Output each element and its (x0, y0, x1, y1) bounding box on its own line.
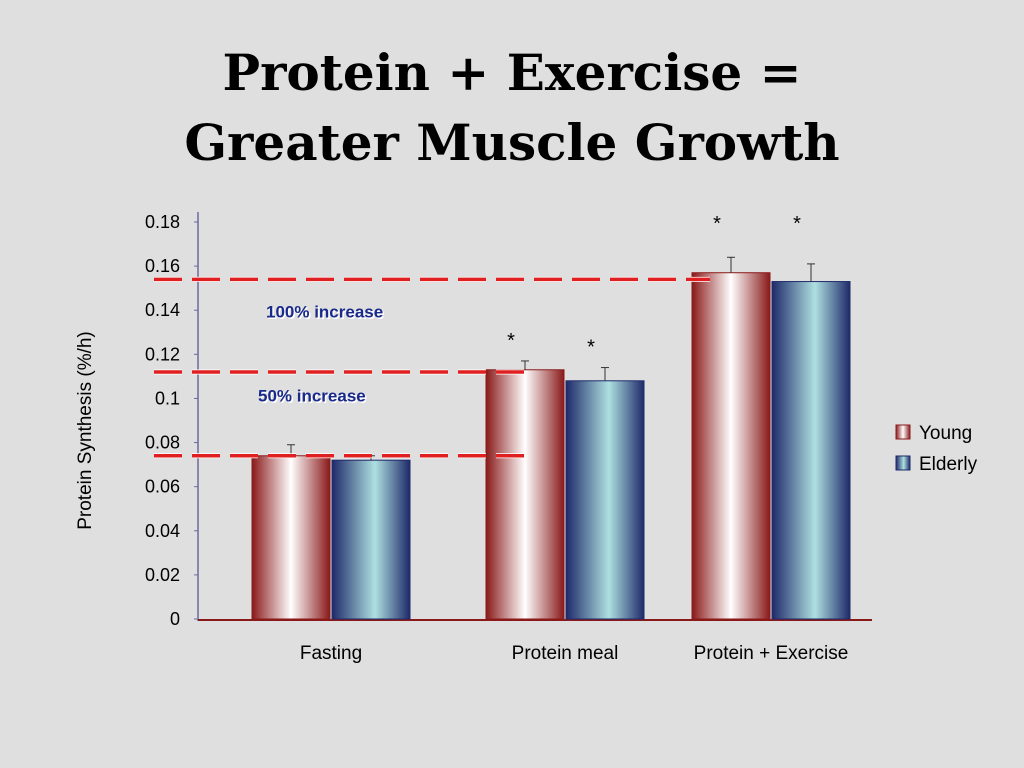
y-tick-label: 0.06 (145, 477, 180, 497)
axes: 0 0.02 0.04 0.06 0.08 0.1 0.12 0.14 0.16 0.18 Prot… (75, 212, 872, 629)
y-tick-label: 0.12 (145, 344, 180, 364)
y-tick-label: 0.1 (155, 388, 180, 408)
legend-swatch-young (895, 424, 911, 440)
y-tick-label: 0.14 (145, 300, 180, 320)
legend-swatch-elderly (895, 455, 911, 471)
y-tick-label: 0.18 (145, 212, 180, 232)
chart-text: Fasting Protein meal Protein + Exercise * * *… (258, 213, 848, 664)
bar-young-2 (485, 369, 565, 620)
y-axis-label: Protein Synthesis (%/h) (75, 331, 96, 530)
x-category-label: Protein meal (512, 643, 619, 664)
y-tick-label: 0 (170, 609, 180, 629)
annotation-label: 100% increase (266, 302, 383, 321)
annotation-shadow: 100% increase (268, 304, 385, 323)
significance-star: * (793, 213, 801, 235)
legend: Young Elderly (895, 423, 978, 475)
x-category-label: Fasting (300, 643, 362, 664)
bar-young-1 (251, 455, 331, 620)
bars (251, 272, 851, 620)
bar-young-3 (691, 272, 771, 620)
bar-elderly-1 (331, 459, 411, 620)
annotation-shadow: 50% increase (260, 388, 368, 407)
significance-star: * (587, 337, 595, 359)
y-tick-label: 0.02 (145, 565, 180, 585)
reference-lines (154, 276, 710, 459)
legend-label-elderly: Elderly (919, 454, 978, 475)
significance-star: * (713, 213, 721, 235)
legend-label-young: Young (919, 423, 972, 444)
y-tick-label: 0.16 (145, 256, 180, 276)
bar-elderly-2 (565, 380, 645, 620)
bar-elderly-3 (771, 281, 851, 620)
slide-title-line-1: Protein + Exercise = (222, 43, 802, 102)
y-tick-label: 0.08 (145, 433, 180, 453)
annotation-label: 50% increase (258, 386, 366, 405)
slide-title-line-2: Greater Muscle Growth (184, 113, 840, 172)
y-tick-label: 0.04 (145, 521, 180, 541)
significance-star: * (507, 330, 515, 352)
x-category-label: Protein + Exercise (694, 643, 849, 664)
slide-title: Protein + Exercise = Greater Muscle Grow… (0, 38, 1024, 178)
